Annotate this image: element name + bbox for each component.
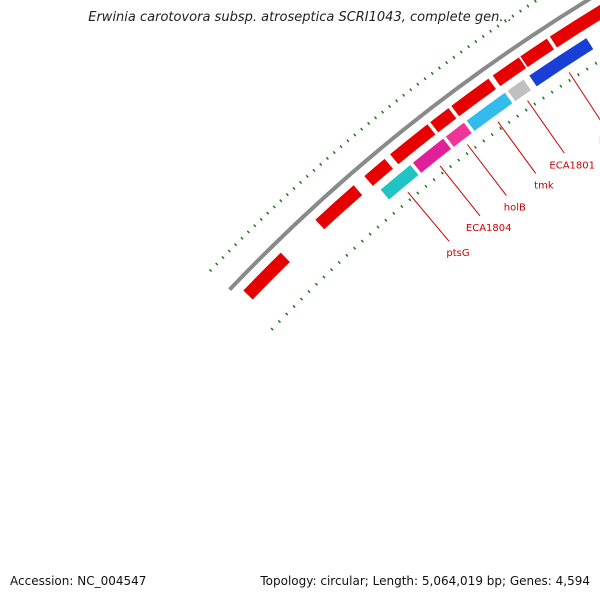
forward-cds-block: [549, 4, 600, 48]
forward-cds-block: [451, 78, 496, 117]
gene-block-ECA1804: [412, 138, 452, 173]
forward-cds-block: [430, 108, 457, 133]
forward-cds-block: [243, 252, 290, 300]
gene-label-pabC: pabC: [599, 134, 600, 145]
forward-cds-block: [520, 38, 554, 68]
gene-block-pabC: [529, 38, 594, 87]
backbone-arc: [228, 0, 592, 291]
gene-label-leader: [568, 72, 600, 121]
map-title: Erwinia carotovora subsp. atroseptica SC…: [88, 10, 512, 25]
kbp-dotted-scale: [208, 0, 541, 273]
genome-stats-text: Topology: circular; Length: 5,064,019 bp…: [260, 574, 590, 588]
forward-cds-block: [315, 185, 363, 230]
gene-label-ECA1804: ECA1804: [466, 223, 512, 234]
gene-block-tmk: [466, 92, 513, 131]
gene-label-leader: [527, 100, 565, 154]
gene-label-leader: [439, 165, 481, 217]
forward-cds-block: [492, 57, 527, 87]
gene-label-tmk: tmk: [534, 181, 554, 192]
gene-block-ptsG: [380, 164, 419, 200]
gene-block-ECA1801: [507, 79, 531, 102]
forward-cds-block: [364, 158, 393, 186]
gene-label-ptsG: ptsG: [446, 248, 469, 259]
gene-label-holB: holB: [504, 203, 526, 214]
gene-block-holB: [445, 122, 472, 147]
forward-cds-block: [390, 124, 436, 165]
gene-label-leader: [407, 191, 450, 242]
accession-text: Accession: NC_004547: [10, 574, 147, 588]
gene-label-ECA1801: ECA1801: [549, 161, 595, 172]
gene-label-leader: [467, 144, 507, 196]
gene-label-leader: [497, 121, 537, 174]
